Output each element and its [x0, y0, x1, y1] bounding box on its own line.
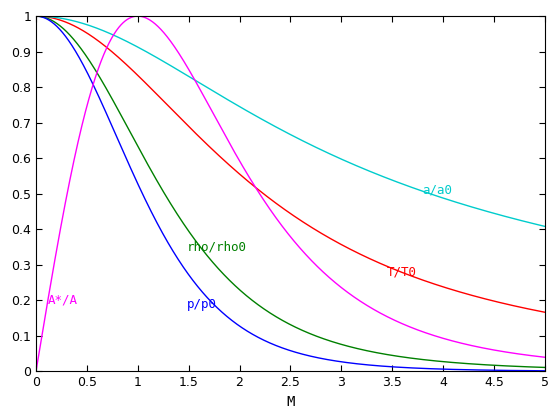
Text: T/T0: T/T0 [387, 265, 417, 278]
Text: rho/rho0: rho/rho0 [186, 241, 246, 254]
Text: A*/A: A*/A [48, 294, 78, 307]
X-axis label: M: M [286, 395, 295, 409]
Text: a/a0: a/a0 [423, 184, 452, 197]
Text: p/p0: p/p0 [186, 297, 217, 310]
